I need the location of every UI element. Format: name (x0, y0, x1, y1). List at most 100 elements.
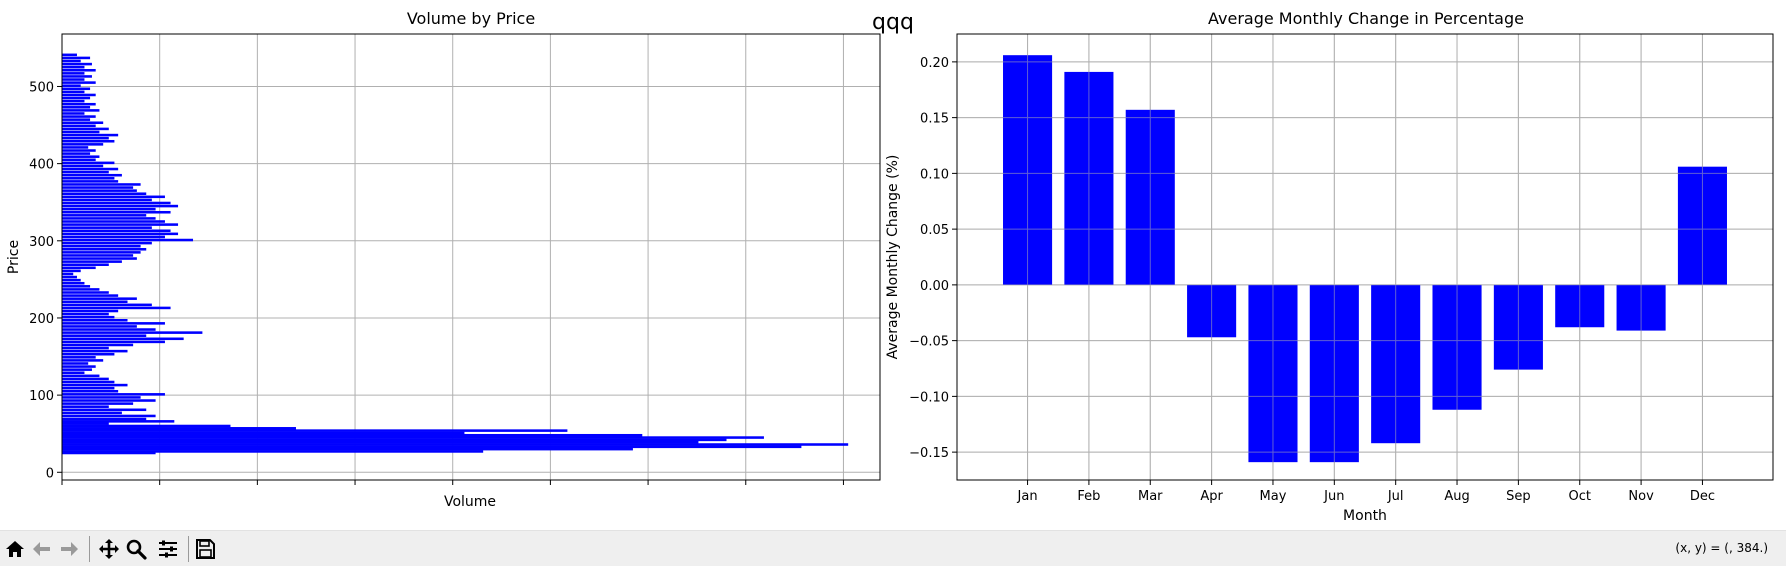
volume-bar (62, 244, 141, 248)
volume-bar (62, 248, 147, 251)
average-monthly-change-chart: −0.15 −0.10 −0.05 0.00 0.05 0.10 0.15 0.20 Jan F… (885, 9, 1774, 524)
cursor-coordinates: (x, y) = (, 384.) (1675, 541, 1768, 555)
x-tick-label: Jun (1323, 489, 1344, 504)
volume-bar (62, 438, 727, 442)
sliders-icon (159, 540, 177, 558)
x-axis-ticks (61, 480, 844, 485)
y-axis-ticks: 0 100 200 300 400 500 (29, 80, 62, 481)
volume-bar (62, 399, 156, 402)
volume-bar (62, 451, 156, 455)
volume-bar (62, 294, 119, 297)
volume-bar (62, 408, 147, 412)
volume-bar (62, 281, 85, 285)
volume-bar (62, 112, 85, 115)
volume-bar (62, 322, 165, 325)
volume-bar (62, 87, 91, 91)
volume-bar (62, 124, 96, 128)
volume-bar (62, 266, 96, 270)
volume-bar (62, 232, 179, 236)
y-tick-label: 0.15 (920, 112, 949, 127)
volume-bar (62, 201, 171, 205)
volume-bar (62, 312, 109, 316)
x-tick-label: Aug (1444, 489, 1469, 504)
chart-title: Volume by Price (407, 9, 535, 28)
volume-bar (62, 331, 203, 334)
volume-bar (62, 81, 96, 84)
volume-bar (62, 207, 156, 211)
volume-bar (62, 380, 115, 384)
volume-bar (62, 269, 81, 273)
volume-bar (62, 192, 147, 195)
save-button[interactable] (193, 537, 217, 561)
y-tick-label: 0 (46, 466, 54, 481)
home-button[interactable] (3, 537, 27, 561)
figure: qqq 0 100 200 300 400 500 Volume by Price Vol… (6, 9, 1774, 524)
x-tick-label: Apr (1200, 489, 1223, 504)
volume-bar (62, 106, 91, 109)
volume-bar (62, 445, 802, 449)
volume-bar (62, 186, 134, 189)
volume-bar (62, 368, 92, 371)
volume-bar (62, 393, 165, 396)
x-tick-label: Nov (1628, 489, 1654, 504)
volume-bar (62, 130, 100, 134)
y-tick-label: 400 (29, 158, 54, 173)
volume-bar (62, 257, 137, 260)
volume-bar (62, 389, 119, 393)
volume-bar (62, 422, 109, 425)
zoom-button[interactable] (124, 537, 148, 561)
volume-bar (62, 260, 122, 263)
volume-bar (62, 424, 231, 428)
volume-bar (62, 411, 122, 415)
volume-bar (62, 383, 128, 387)
axes-frame (61, 33, 881, 481)
volume-bar (62, 235, 165, 239)
y-tick-label: 200 (29, 312, 54, 327)
back-button[interactable] (30, 537, 54, 561)
volume-bar (62, 343, 134, 347)
volume-bar (62, 402, 134, 405)
volume-bar (62, 272, 74, 276)
volume-bar (62, 177, 115, 180)
volume-bar (62, 328, 156, 331)
x-axis-ticks: Jan Feb Mar Apr May Jun Jul Aug Sep Oct Nov Dec (1017, 480, 1715, 504)
x-tick-label: May (1260, 489, 1287, 504)
volume-bar (62, 431, 465, 435)
bars (1003, 55, 1727, 463)
volume-bar (62, 65, 85, 69)
navigation-toolbar: (x, y) = (, 384.) (0, 530, 1786, 566)
volume-bar (62, 214, 147, 217)
volume-bar (62, 72, 85, 75)
volume-bar (62, 300, 128, 304)
axes-frame (956, 33, 1774, 481)
volume-bar (62, 155, 100, 158)
home-icon (6, 541, 24, 557)
configure-subplots-button[interactable] (156, 537, 180, 561)
volume-bar (62, 96, 91, 100)
forward-button[interactable] (57, 537, 81, 561)
volume-bar (62, 59, 81, 63)
x-tick-label: Sep (1506, 489, 1531, 504)
volume-bar (62, 109, 100, 112)
volume-bar (62, 238, 194, 242)
volume-bar (62, 189, 137, 192)
y-tick-label: 100 (29, 389, 54, 404)
volume-bar (62, 362, 89, 365)
volume-bar (62, 315, 115, 319)
volume-bar (62, 102, 96, 106)
volume-bar (62, 420, 175, 423)
y-axis-label: Average Monthly Change (%) (885, 155, 901, 360)
volume-bar (62, 161, 115, 165)
volume-bar (62, 220, 165, 223)
grid (61, 34, 880, 480)
volume-bar (62, 371, 85, 375)
volume-bar (62, 158, 96, 162)
volume-bar (62, 229, 171, 233)
pan-button[interactable] (97, 537, 121, 561)
volume-bar (62, 291, 109, 294)
y-tick-label: 300 (29, 235, 54, 250)
volume-bar (62, 121, 104, 125)
x-axis-label: Month (1343, 508, 1387, 524)
volume-bar (62, 90, 85, 94)
volume-bar (62, 275, 77, 279)
